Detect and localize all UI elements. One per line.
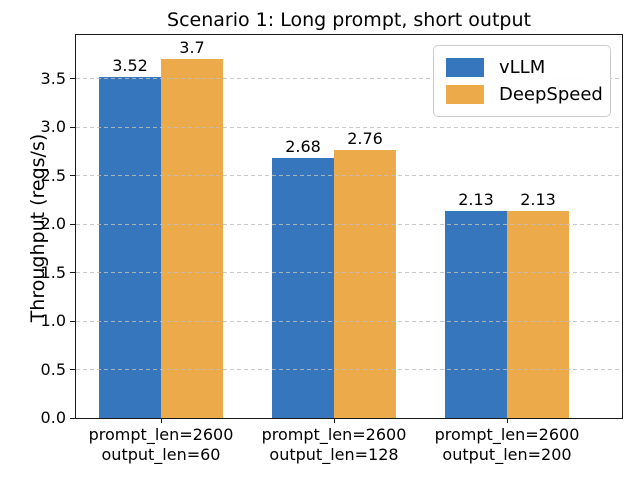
x-tick-label-line: output_len=200	[442, 445, 572, 464]
bar-value-label: 3.52	[112, 55, 148, 75]
y-tick-label: 0.5	[40, 359, 66, 379]
gridline	[76, 175, 622, 177]
y-tick-mark	[70, 78, 76, 80]
bar-value-label: 3.7	[179, 38, 205, 58]
bar-vllm-group2	[272, 158, 334, 418]
y-tick-label: 3.5	[40, 68, 66, 88]
bar-value-label: 2.13	[520, 190, 556, 210]
bar-vllm-group3	[445, 211, 507, 418]
y-tick-label: 0.0	[40, 408, 66, 427]
bar-value-label: 2.68	[285, 137, 321, 157]
bar-value-label: 2.76	[347, 129, 383, 149]
y-tick-mark	[70, 369, 76, 371]
bar-deepspeed-group3	[507, 211, 569, 418]
y-tick-label: 1.0	[40, 311, 66, 331]
plot-area: 3.52 2.68 2.13 3.7 2.76 2.13	[75, 34, 623, 419]
y-tick-label: 3.0	[40, 117, 66, 137]
x-tick-label: prompt_len=2600 output_len=200	[435, 425, 580, 465]
y-tick-label: 2.0	[40, 214, 66, 234]
x-tick-mark	[507, 418, 508, 423]
x-tick-mark	[161, 418, 162, 423]
legend: vLLM DeepSpeed	[433, 45, 611, 117]
x-tick-label-line: prompt_len=2600	[434, 425, 580, 444]
vllm-color-swatch	[446, 58, 484, 77]
gridline	[76, 78, 622, 80]
x-tick-label-line: output_len=60	[101, 445, 221, 464]
legend-item-vllm: vLLM	[446, 57, 598, 78]
gridline	[76, 369, 622, 371]
x-tick-label-line: output_len=128	[269, 445, 399, 464]
bar-deepspeed-group1	[161, 59, 223, 418]
y-tick-label: 2.5	[40, 165, 66, 185]
chart-title: Scenario 1: Long prompt, short output	[167, 9, 531, 31]
y-tick-label: 1.5	[40, 262, 66, 282]
y-tick-mark	[70, 272, 76, 274]
x-tick-label-line: prompt_len=2600	[88, 425, 234, 444]
legend-label-vllm: vLLM	[499, 57, 546, 78]
legend-label-deepspeed: DeepSpeed	[499, 84, 603, 105]
y-tick-mark	[70, 126, 76, 128]
x-tick-label: prompt_len=2600 output_len=60	[89, 425, 234, 465]
y-tick-mark	[70, 223, 76, 225]
gridline	[76, 320, 622, 322]
y-tick-mark	[70, 320, 76, 322]
gridline	[76, 126, 622, 128]
y-tick-mark	[70, 175, 76, 177]
bar-vllm-group1	[99, 76, 161, 418]
x-tick-mark	[334, 418, 335, 423]
legend-item-deepspeed: DeepSpeed	[446, 84, 603, 105]
gridline	[76, 223, 622, 225]
gridline	[76, 272, 622, 274]
x-tick-label-line: prompt_len=2600	[261, 425, 407, 444]
bar-deepspeed-group2	[334, 150, 396, 418]
y-tick-mark	[70, 417, 76, 419]
x-tick-label: prompt_len=2600 output_len=128	[262, 425, 407, 465]
bar-value-label: 2.13	[458, 190, 494, 210]
deepspeed-color-swatch	[446, 85, 484, 104]
